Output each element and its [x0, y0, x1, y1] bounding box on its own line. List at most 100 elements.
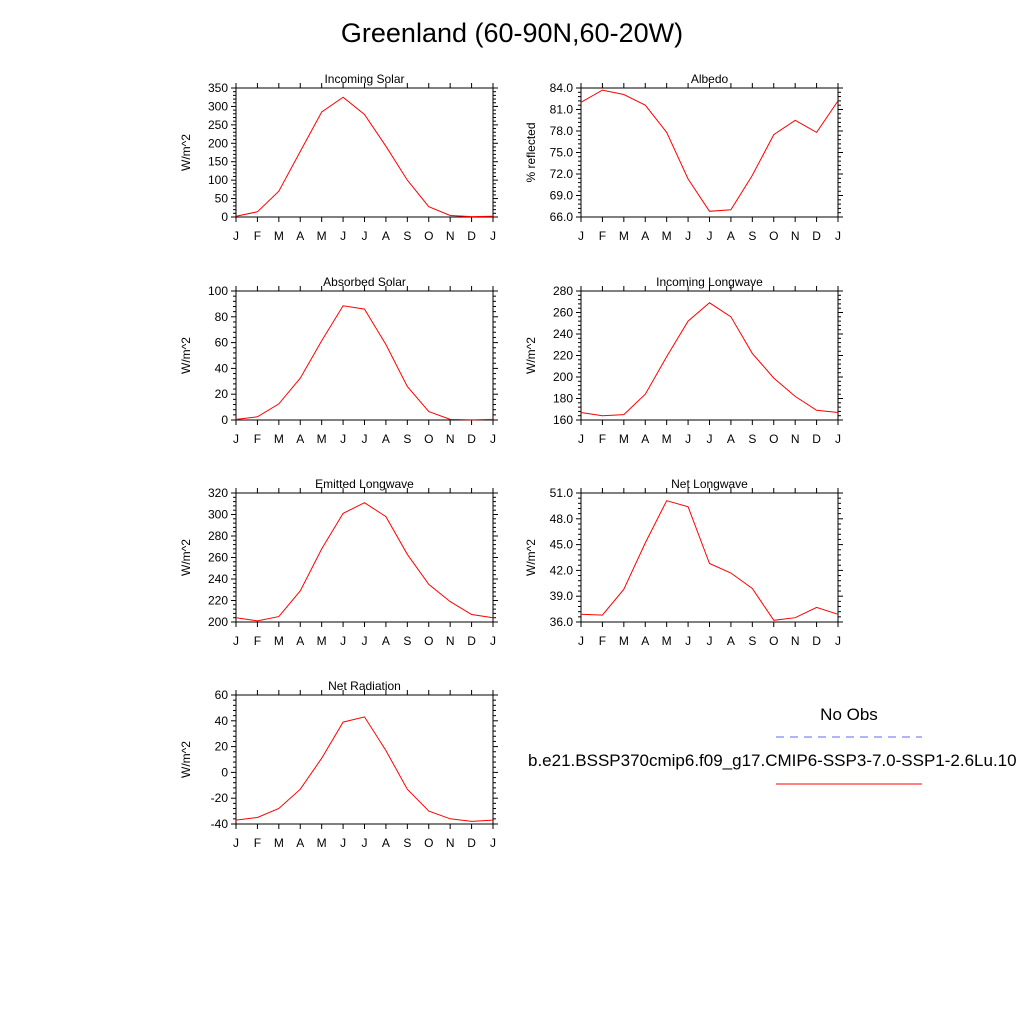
- y-tick-label: 200: [553, 370, 573, 384]
- y-tick-label: 280: [553, 284, 573, 298]
- legend-model-swatch: [776, 783, 922, 785]
- y-tick-label: 220: [208, 594, 228, 608]
- chart-title: Net Longwave: [671, 477, 748, 491]
- x-tick-label: J: [490, 634, 496, 648]
- x-tick-label: A: [641, 229, 649, 243]
- x-tick-label: O: [424, 634, 433, 648]
- y-tick-label: 150: [208, 155, 228, 169]
- chart-panel-4: Emitted Longwave W/m^2 200 220 240 260 280 300 3…: [179, 477, 498, 648]
- x-tick-label: D: [467, 836, 476, 850]
- x-tick-label: A: [296, 229, 304, 243]
- x-tick-label: M: [274, 432, 284, 446]
- x-tick-label: J: [707, 634, 713, 648]
- x-tick-label: O: [769, 229, 778, 243]
- x-tick-label: A: [382, 432, 390, 446]
- x-tick-label: N: [446, 432, 455, 446]
- x-tick-label: F: [599, 432, 606, 446]
- x-tick-label: S: [748, 634, 756, 648]
- y-tick-label: 260: [553, 306, 573, 320]
- y-axis-label: W/m^2: [179, 337, 193, 374]
- x-tick-label: N: [446, 634, 455, 648]
- x-tick-label: S: [748, 229, 756, 243]
- y-tick-label: 42.0: [550, 563, 574, 577]
- y-axis-label: W/m^2: [524, 337, 538, 374]
- y-tick-label: 60: [215, 688, 229, 702]
- y-axis-label: W/m^2: [179, 134, 193, 171]
- x-tick-label: S: [403, 432, 411, 446]
- x-tick-label: O: [769, 634, 778, 648]
- x-tick-label: M: [662, 229, 672, 243]
- x-tick-label: J: [685, 432, 691, 446]
- y-tick-label: 60: [215, 336, 229, 350]
- x-tick-label: J: [362, 432, 368, 446]
- x-tick-label: J: [362, 634, 368, 648]
- x-tick-label: J: [707, 229, 713, 243]
- y-tick-label: 40: [215, 714, 229, 728]
- y-tick-label: 220: [553, 349, 573, 363]
- x-tick-label: J: [340, 229, 346, 243]
- chart-panel-0: Incoming Solar W/m^2 0 50 100 150 200 250 300 350…: [179, 72, 498, 243]
- chart-title: Absorbed Solar: [323, 275, 406, 289]
- y-tick-label: 180: [553, 392, 573, 406]
- x-tick-label: M: [662, 432, 672, 446]
- plot-frame: [235, 87, 494, 218]
- y-tick-label: 250: [208, 118, 228, 132]
- series-line-0: [235, 502, 494, 622]
- y-axis-label: W/m^2: [524, 539, 538, 576]
- y-tick-label: 45.0: [550, 538, 574, 552]
- y-tick-label: 81.0: [550, 103, 574, 117]
- y-tick-label: 51.0: [550, 486, 574, 500]
- y-axis-label: W/m^2: [179, 539, 193, 576]
- x-tick-label: N: [446, 229, 455, 243]
- y-tick-label: 50: [215, 192, 229, 206]
- x-tick-label: F: [254, 836, 261, 850]
- x-tick-label: J: [362, 836, 368, 850]
- y-tick-label: 300: [208, 508, 228, 522]
- y-tick-label: 160: [553, 413, 573, 427]
- x-tick-label: A: [296, 836, 304, 850]
- y-tick-label: 260: [208, 551, 228, 565]
- chart-title: Emitted Longwave: [315, 477, 414, 491]
- x-tick-label: D: [812, 634, 821, 648]
- x-tick-label: D: [812, 229, 821, 243]
- x-tick-label: M: [274, 836, 284, 850]
- plot-frame: [235, 492, 494, 623]
- x-tick-label: J: [685, 229, 691, 243]
- y-tick-label: 300: [208, 99, 228, 113]
- series-line-0: [235, 305, 494, 421]
- page-title: Greenland (60-90N,60-20W): [340, 18, 684, 48]
- x-tick-label: S: [403, 229, 411, 243]
- x-tick-label: F: [599, 634, 606, 648]
- y-tick-label: 48.0: [550, 512, 574, 526]
- x-tick-label: S: [403, 836, 411, 850]
- x-tick-label: N: [446, 836, 455, 850]
- x-tick-label: N: [791, 229, 800, 243]
- x-tick-label: A: [727, 229, 735, 243]
- y-tick-label: 0: [221, 210, 228, 224]
- x-tick-label: F: [254, 432, 261, 446]
- x-tick-label: N: [791, 432, 800, 446]
- x-tick-label: J: [835, 229, 841, 243]
- x-tick-label: M: [619, 432, 629, 446]
- x-tick-label: A: [382, 836, 390, 850]
- y-tick-label: 39.0: [550, 589, 574, 603]
- x-tick-label: M: [317, 634, 327, 648]
- x-tick-label: J: [340, 836, 346, 850]
- chart-panel-3: Incoming Longwave W/m^2 160 180 200 220 240 260…: [524, 275, 843, 446]
- legend-model-entry: b.e21.BSSP370cmip6.f09_g17.CMIP6-SSP3-7.…: [528, 751, 1017, 771]
- x-tick-label: A: [727, 634, 735, 648]
- x-tick-label: M: [662, 634, 672, 648]
- chart-panel-1: Albedo % reflected 66.0 69.0 72.0 75.0 78.0 81.…: [524, 72, 843, 243]
- series-line-0: [235, 716, 494, 822]
- x-tick-label: S: [403, 634, 411, 648]
- x-tick-label: F: [254, 229, 261, 243]
- y-tick-label: -20: [211, 791, 229, 805]
- series-line-0: [580, 89, 839, 212]
- x-tick-label: J: [233, 634, 239, 648]
- x-tick-label: J: [707, 432, 713, 446]
- series-line-0: [580, 500, 839, 621]
- x-tick-label: A: [727, 432, 735, 446]
- x-tick-label: M: [317, 836, 327, 850]
- x-tick-label: J: [835, 432, 841, 446]
